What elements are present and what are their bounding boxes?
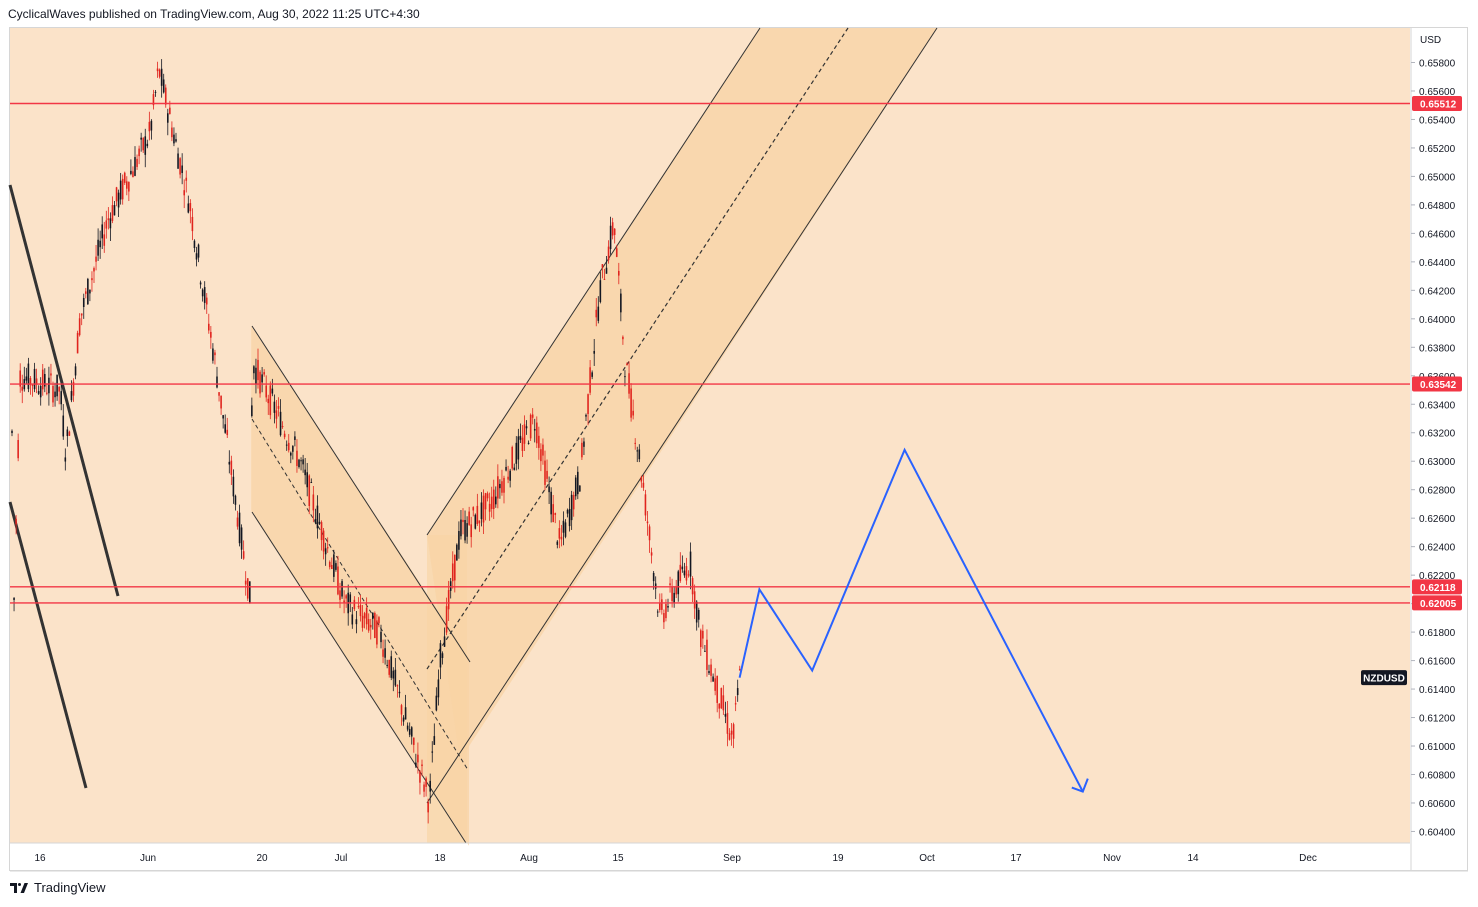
y-tick-label: 0.63400 xyxy=(1419,400,1456,411)
x-tick-label: 20 xyxy=(256,853,268,864)
y-tick-label: 0.65800 xyxy=(1419,59,1456,70)
projection-arrowhead-icon xyxy=(1071,778,1089,793)
y-tick-label: 0.65200 xyxy=(1419,144,1456,155)
trendline-lower[interactable] xyxy=(8,501,88,789)
tradingview-logo-icon xyxy=(10,882,28,893)
price-level-badge[interactable] xyxy=(1412,376,1462,392)
price-level-badge[interactable] xyxy=(1412,579,1462,595)
y-tick-label: 0.64400 xyxy=(1419,258,1456,269)
x-tick-label: 15 xyxy=(612,853,624,864)
footer-branding: TradingView xyxy=(10,880,106,895)
x-tick-label: Jul xyxy=(335,853,348,864)
x-tick-label: 19 xyxy=(832,853,844,864)
price-level-badge[interactable] xyxy=(1412,96,1462,112)
y-tick-label: 0.61400 xyxy=(1419,685,1456,696)
y-tick-label: 0.62200 xyxy=(1419,571,1456,582)
x-tick-label: Dec xyxy=(1299,853,1317,864)
y-tick-label: 0.64000 xyxy=(1419,315,1456,326)
y-tick-label: 0.64600 xyxy=(1419,229,1456,240)
down-channel-mid-line[interactable] xyxy=(251,418,469,771)
symbol-badge[interactable] xyxy=(1361,670,1407,686)
price-level-badge[interactable] xyxy=(1412,595,1462,611)
y-tick-label: 0.63200 xyxy=(1419,429,1456,440)
y-tick-label: 0.60400 xyxy=(1419,827,1456,838)
x-tick-label: 16 xyxy=(34,853,46,864)
y-tick-label: 0.60600 xyxy=(1419,799,1456,810)
x-tick-label: Nov xyxy=(1103,853,1121,864)
y-tick-label: 0.62600 xyxy=(1419,514,1456,525)
trendline-upper[interactable] xyxy=(8,184,120,597)
y-tick-label: 0.61600 xyxy=(1419,657,1456,668)
y-tick-label: 0.61200 xyxy=(1419,714,1456,725)
y-tick-label: 0.65400 xyxy=(1419,115,1456,126)
y-tick-label: 0.60800 xyxy=(1419,771,1456,782)
y-tick-label: 0.61800 xyxy=(1419,628,1456,639)
y-tick-label: 0.61000 xyxy=(1419,742,1456,753)
y-tick-label: 0.64200 xyxy=(1419,286,1456,297)
x-tick-label: Sep xyxy=(723,853,741,864)
published-info: published on TradingView.com, Aug 30, 20… xyxy=(88,7,420,21)
up-channel-lower-line[interactable] xyxy=(426,27,938,804)
price-level-badge-label: 0.62005 xyxy=(1420,599,1457,610)
publish-header: CyclicalWaves published on TradingView.c… xyxy=(8,7,420,21)
x-tick-label: 17 xyxy=(1010,853,1022,864)
down-channel-fill xyxy=(251,325,469,846)
y-tick-label: 0.63000 xyxy=(1419,457,1456,468)
up-channel-upper-line[interactable] xyxy=(426,27,761,536)
price-level-badge-label: 0.65512 xyxy=(1420,100,1457,111)
y-tick-label: 0.62800 xyxy=(1419,486,1456,497)
up-channel-fill xyxy=(427,28,937,760)
x-tick-label: 18 xyxy=(434,853,446,864)
projection-path[interactable] xyxy=(738,447,1084,793)
y-tick-label: 0.62400 xyxy=(1419,543,1456,554)
price-level-badge-label: 0.62118 xyxy=(1420,583,1456,594)
symbol-badge-label: NZDUSD xyxy=(1363,674,1405,685)
author-name[interactable]: CyclicalWaves xyxy=(8,7,86,21)
y-tick-label: 0.65600 xyxy=(1419,87,1456,98)
y-tick-label: 0.63800 xyxy=(1419,343,1456,354)
x-tick-label: Jun xyxy=(140,853,156,864)
price-axis-currency: USD xyxy=(1420,35,1441,46)
down-channel-top-line[interactable] xyxy=(251,325,471,663)
footer-brand-label[interactable]: TradingView xyxy=(34,880,106,895)
up-channel-mid-line[interactable] xyxy=(426,27,849,670)
y-tick-label: 0.64800 xyxy=(1419,201,1456,212)
y-tick-label: 0.65000 xyxy=(1419,172,1456,183)
x-tick-label: Oct xyxy=(919,853,935,864)
x-tick-label: 14 xyxy=(1187,853,1199,864)
x-tick-label: Aug xyxy=(520,853,538,864)
price-level-badge-label: 0.63542 xyxy=(1420,380,1457,391)
